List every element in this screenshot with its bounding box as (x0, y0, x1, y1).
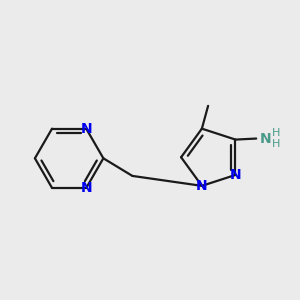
Text: H: H (272, 128, 280, 138)
Text: N: N (260, 131, 272, 146)
Text: H: H (272, 139, 280, 149)
Text: N: N (196, 179, 208, 193)
Text: N: N (80, 181, 92, 195)
Text: N: N (230, 168, 241, 182)
Text: N: N (80, 122, 92, 136)
